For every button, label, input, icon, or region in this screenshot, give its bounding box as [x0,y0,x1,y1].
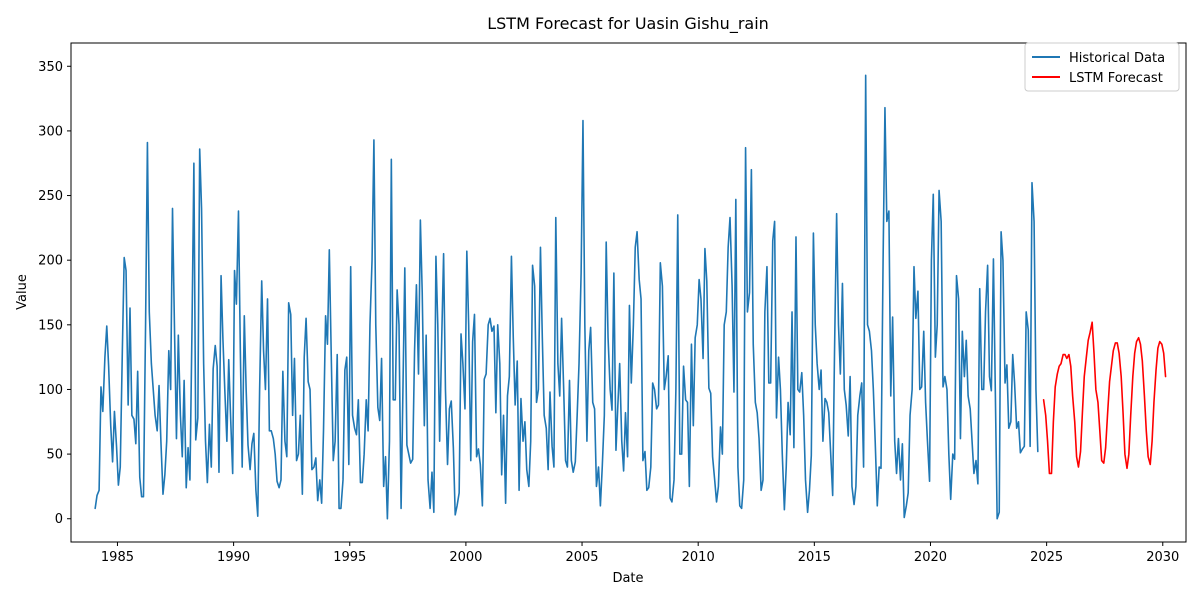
x-tick-label: 2025 [1030,550,1063,565]
series-layer [94,74,1167,520]
x-tick-label: 2000 [449,550,482,565]
legend-label-forecast: LSTM Forecast [1069,71,1163,86]
series-line-historical [94,74,1039,520]
x-tick-label: 2030 [1146,550,1179,565]
plot-background [71,43,1186,542]
y-tick-label: 50 [46,448,63,463]
y-axis: 0 50 100 150 200 250 300 350 [38,60,71,527]
plot-area [70,42,1187,543]
series-line-forecast [1042,321,1167,475]
x-tick-label: 2020 [914,550,947,565]
y-tick-label: 150 [38,318,63,333]
x-tick-label: 2005 [565,550,598,565]
legend-label-historical: Historical Data [1069,51,1165,66]
y-tick-label: 100 [38,383,63,398]
y-axis-label: Value [15,274,30,310]
legend-box [1024,42,1180,92]
x-tick-label: 1990 [217,550,250,565]
y-tick-label: 350 [38,60,63,75]
y-tick-label: 300 [38,124,63,139]
x-tick-label: 1985 [101,550,134,565]
x-axis-label: Date [612,571,643,586]
chart-title: LSTM Forecast for Uasin Gishu_rain [487,14,769,34]
y-tick-label: 0 [55,512,63,527]
y-tick-label: 250 [38,189,63,204]
plot-frame [70,42,1187,543]
x-tick-label: 2015 [798,550,831,565]
x-axis: 1985 1990 1995 2000 2005 2010 2015 2020 2025 2030 [101,542,1179,565]
x-tick-label: 2010 [682,550,715,565]
legend: Historical Data LSTM Forecast [1024,42,1180,92]
y-tick-label: 200 [38,254,63,269]
x-tick-label: 1995 [333,550,366,565]
